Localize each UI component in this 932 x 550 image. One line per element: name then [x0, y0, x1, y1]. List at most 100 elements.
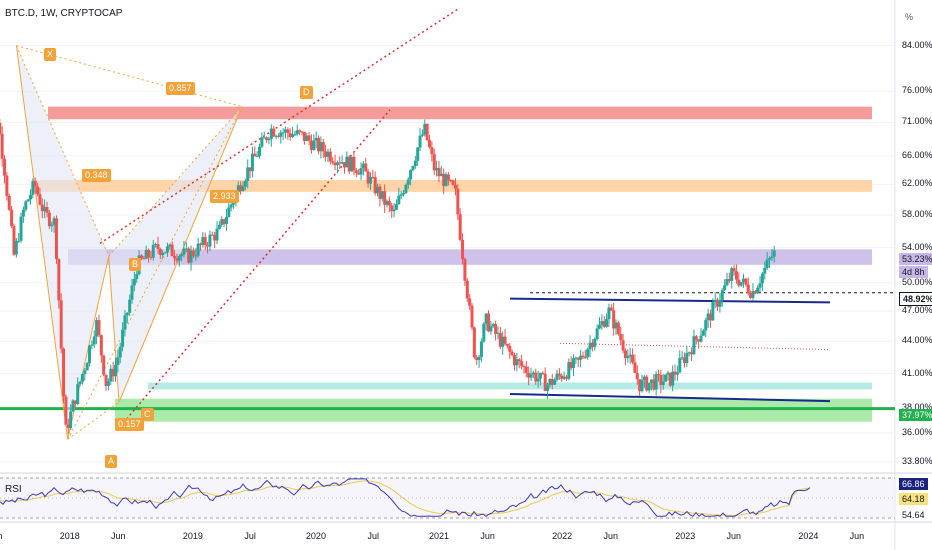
candle-down [139, 255, 143, 259]
zone-red [48, 106, 872, 120]
candle-up [262, 137, 266, 139]
candle-up [232, 201, 236, 205]
candle-down [657, 374, 661, 376]
candle-down [300, 131, 304, 133]
candle-down [734, 271, 738, 280]
candle-down [550, 378, 554, 385]
candle-up [163, 252, 167, 254]
candle-down [147, 249, 151, 258]
candle-up [647, 382, 651, 391]
candle-down [265, 137, 269, 141]
scale-symbol[interactable]: % [905, 12, 914, 22]
candle-down [57, 259, 61, 301]
candle-up [283, 129, 287, 133]
candle-up [350, 156, 354, 172]
candle-down [302, 131, 306, 142]
candle-up [626, 356, 630, 359]
candle-down [583, 357, 587, 359]
candle-down [503, 336, 507, 344]
dashed-level-badge: 48.92% [899, 292, 932, 306]
candle-down [635, 372, 639, 380]
candle-down [694, 336, 698, 340]
pattern-fill-xab [16, 45, 109, 440]
pattern-label-b: B [129, 258, 142, 271]
candle-up [281, 132, 285, 134]
x-tick-label: Jun [603, 531, 618, 541]
candle-up [215, 228, 219, 241]
candle-up [208, 234, 212, 247]
current-price-badge: 53.23% [899, 253, 932, 265]
ratio-label-4: 0.157 [115, 418, 144, 431]
zone-teal [148, 382, 872, 390]
candle-up [130, 285, 134, 300]
candle-up [243, 180, 247, 187]
candle-down [510, 351, 514, 356]
y-tick-label: 33.80% [902, 455, 932, 466]
candle-up [236, 185, 240, 193]
candle-up [88, 345, 92, 364]
candle-up [345, 156, 349, 168]
candle-down [668, 372, 672, 386]
candle-up [14, 240, 18, 255]
candle-down [364, 163, 368, 172]
candle-down [463, 259, 467, 281]
candle-up [394, 204, 398, 210]
candle-up [770, 256, 774, 259]
candle-down [697, 339, 701, 342]
candle-up [76, 384, 80, 405]
candle-up [314, 137, 318, 141]
candle-up [258, 146, 262, 157]
candle-up [78, 381, 82, 385]
candle-up [217, 224, 221, 229]
candle-down [3, 158, 7, 176]
candle-up [52, 218, 56, 225]
candle-down [446, 174, 450, 181]
candle-down [73, 400, 77, 405]
candle-up [555, 373, 559, 380]
y-tick-label: 47.00% [902, 305, 932, 316]
y-tick-label: 44.00% [902, 335, 932, 346]
x-tick-label: 2023 [675, 531, 696, 541]
candle-up [692, 336, 696, 355]
candle-up [642, 376, 646, 381]
zone-orange [33, 180, 872, 192]
candle-up [751, 291, 755, 298]
x-tick-label: 2024 [798, 531, 819, 541]
candle-down [210, 234, 214, 236]
candle-up [121, 329, 125, 347]
candle-down [659, 374, 663, 385]
candle-up [123, 315, 127, 330]
candle-up [151, 244, 155, 258]
candle-up [482, 323, 486, 342]
candle-up [628, 354, 632, 357]
candle-down [387, 201, 391, 206]
candle-down [638, 379, 642, 392]
candle-down [749, 293, 753, 298]
x-tick-label: 2020 [305, 531, 326, 541]
y-tick-label: 54.00% [902, 241, 932, 252]
candle-up [385, 201, 389, 205]
candle-up [725, 279, 729, 286]
candle-up [654, 374, 658, 390]
candle-down [716, 299, 720, 307]
candle-down [239, 185, 243, 191]
candle-up [165, 246, 169, 253]
candle-up [201, 237, 205, 245]
candle-down [317, 137, 321, 152]
x-tick-label: Jul [367, 531, 379, 541]
candle-down [33, 181, 37, 187]
candle-up [293, 134, 297, 136]
candle-down [175, 258, 179, 261]
candle-up [586, 349, 590, 358]
candle-down [354, 170, 358, 174]
support-level-badge: 37.97% [899, 409, 932, 421]
candle-down [62, 348, 66, 397]
candle-down [272, 128, 276, 137]
candle-up [113, 365, 117, 377]
candle-up [21, 209, 25, 217]
candle-down [428, 140, 432, 148]
candle-down [425, 123, 429, 141]
pattern-ratio-line [16, 45, 243, 108]
candle-up [305, 135, 309, 142]
